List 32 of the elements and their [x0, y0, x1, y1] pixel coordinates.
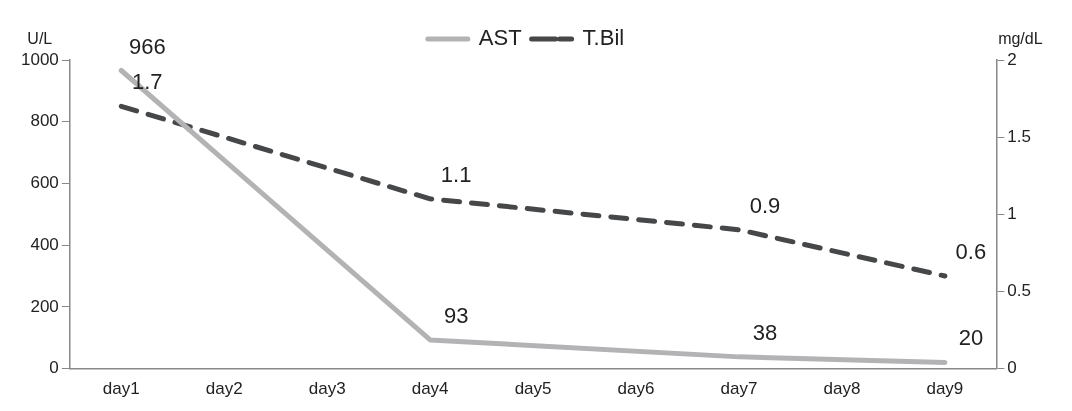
- legend-label: T.Bil: [582, 25, 625, 51]
- data-label: 0.6: [955, 239, 987, 265]
- x-tick-label: day8: [823, 379, 861, 399]
- data-label: 20: [958, 325, 984, 351]
- y-tick-label: 400: [30, 234, 59, 254]
- x-tick-label: day6: [617, 379, 655, 399]
- y2-tick-label: 2: [1007, 49, 1017, 69]
- y2-tick-label: 1.5: [1007, 126, 1032, 146]
- y-axis-title: U/L: [27, 30, 53, 48]
- x-tick-label: day7: [720, 379, 758, 399]
- x-tick-label: day5: [514, 379, 552, 399]
- x-tick-label: day2: [205, 379, 243, 399]
- x-tick-label: day3: [308, 379, 346, 399]
- y-tick-label: 200: [30, 296, 59, 316]
- x-tick-label: day4: [411, 379, 449, 399]
- x-tick-label: day1: [102, 379, 140, 399]
- data-label: 0.9: [749, 192, 781, 218]
- y-tick-label: 800: [30, 111, 59, 131]
- y-tick-label: 0: [49, 358, 59, 378]
- data-label: 966: [128, 33, 166, 59]
- y2-tick-label: 0.5: [1007, 281, 1032, 301]
- data-label: 38: [752, 319, 778, 345]
- data-label: 1.1: [440, 161, 472, 187]
- data-label: 93: [443, 302, 469, 328]
- y2-tick-label: 1: [1007, 203, 1017, 223]
- x-tick-label: day9: [926, 379, 964, 399]
- y2-axis-title: mg/dL: [998, 30, 1043, 48]
- data-label: 1.7: [132, 69, 163, 95]
- y-tick-label: 1000: [20, 49, 59, 69]
- y-tick-label: 600: [30, 173, 59, 193]
- legend-label: AST: [478, 25, 522, 51]
- y2-tick-label: 0: [1007, 358, 1017, 378]
